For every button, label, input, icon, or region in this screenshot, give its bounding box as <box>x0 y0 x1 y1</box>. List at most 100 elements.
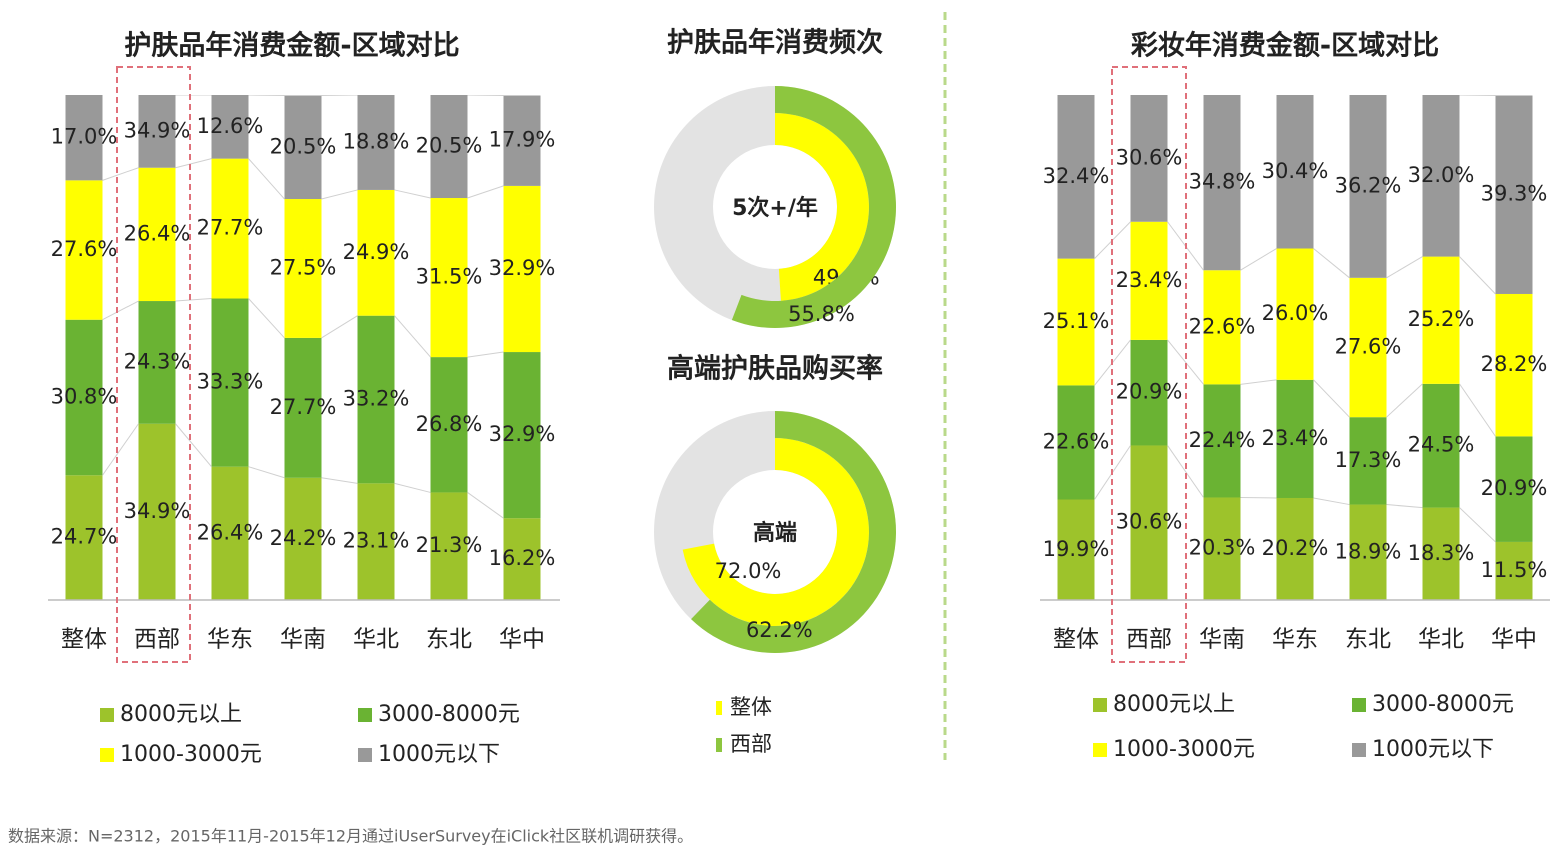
ring-arc <box>682 438 869 626</box>
value-label: 20.9% <box>1481 476 1548 500</box>
value-label: 26.8% <box>416 412 483 436</box>
value-label: 23.4% <box>1262 426 1329 450</box>
value-label: 30.6% <box>1116 510 1183 534</box>
bar-segment <box>1276 379 1314 498</box>
value-label: 39.3% <box>1481 182 1548 206</box>
connector <box>321 95 358 97</box>
bar-segment <box>65 319 103 476</box>
value-label: 22.6% <box>1043 429 1110 453</box>
bar-segment <box>1057 258 1095 386</box>
connector <box>1313 248 1350 279</box>
connector <box>467 95 504 97</box>
value-label: 17.3% <box>1335 448 1402 472</box>
connector <box>175 423 212 468</box>
value-label: 27.7% <box>197 216 264 240</box>
value-label: 24.9% <box>343 240 410 264</box>
ring-arc <box>775 113 869 301</box>
connector <box>248 298 285 339</box>
chart-title: 高端护肤品购买率 <box>667 353 883 385</box>
value-label: 31.5% <box>416 265 483 289</box>
value-label: 25.1% <box>1043 309 1110 333</box>
value-label: 18.8% <box>343 129 410 153</box>
highlight-box <box>1111 66 1187 663</box>
bar-segment <box>503 95 541 186</box>
connector <box>1459 95 1496 97</box>
chart-title: 彩妆年消费金额-区域对比 <box>1131 30 1439 62</box>
connector <box>1459 383 1496 437</box>
value-label: 20.9% <box>1116 380 1183 404</box>
bar-segment <box>284 477 322 600</box>
value-label: 20.3% <box>1189 536 1256 560</box>
connector <box>175 158 212 169</box>
bar-segment <box>1203 95 1241 271</box>
connector <box>1240 379 1277 385</box>
bar-segment <box>65 95 103 181</box>
x-tick-label: 华中 <box>1491 627 1537 653</box>
bar-segment <box>1203 270 1241 385</box>
connector <box>102 167 139 181</box>
value-label: 72.0% <box>715 559 782 583</box>
bar-segment <box>138 167 176 302</box>
bar-segment <box>284 337 322 478</box>
value-label: 34.8% <box>1189 170 1256 194</box>
legend-swatch <box>716 701 722 715</box>
legend-swatch <box>716 738 722 752</box>
value-label: 32.9% <box>489 256 556 280</box>
value-label: 32.0% <box>1408 163 1475 187</box>
value-label: 11.5% <box>1481 558 1548 582</box>
bar-segment <box>211 298 249 467</box>
ring-hole <box>713 470 837 594</box>
value-label: 23.4% <box>1116 268 1183 292</box>
center-label: 5次+/年 <box>732 195 818 221</box>
bar-segment <box>211 95 249 159</box>
connector <box>321 189 358 200</box>
connector <box>248 158 285 200</box>
bar-segment <box>1495 95 1533 294</box>
legend-label: 8000元以上 <box>120 702 242 727</box>
bar-segment <box>65 475 103 600</box>
value-label: 20.5% <box>416 134 483 158</box>
value-label: 28.2% <box>1481 352 1548 376</box>
legend-label: 1000元以下 <box>1372 737 1494 762</box>
value-label: 33.3% <box>197 370 264 394</box>
bar-segment <box>1057 95 1095 259</box>
value-label: 27.6% <box>51 237 118 261</box>
chart-title: 护肤品年消费金额-区域对比 <box>124 30 459 62</box>
connector <box>321 315 358 339</box>
x-tick-label: 华东 <box>1272 627 1318 653</box>
legend-label: 整体 <box>730 695 772 719</box>
x-tick-label: 西部 <box>1126 627 1172 653</box>
value-label: 18.9% <box>1335 539 1402 563</box>
chart-title: 护肤品年消费频次 <box>667 27 883 59</box>
legend-label: 3000-8000元 <box>1372 692 1514 717</box>
plot <box>1057 95 1533 600</box>
value-label: 21.3% <box>416 533 483 557</box>
bar-segment <box>138 301 176 424</box>
value-label: 30.4% <box>1262 159 1329 183</box>
x-tick-label: 华南 <box>280 627 326 653</box>
legend-label: 1000-3000元 <box>1113 737 1255 762</box>
value-label: 12.6% <box>197 114 264 138</box>
legend-label: 8000元以上 <box>1113 692 1235 717</box>
value-label: 18.3% <box>1408 541 1475 565</box>
bar-segment <box>1057 385 1095 500</box>
x-tick-label: 华北 <box>353 627 399 653</box>
value-label: 17.9% <box>489 128 556 152</box>
connector <box>467 185 504 199</box>
source-note: 数据来源：N=2312，2015年11月-2015年12月通过iUserSurv… <box>8 827 693 846</box>
bar-segment <box>65 180 103 320</box>
bar-segment <box>1130 339 1168 446</box>
value-label: 16.2% <box>489 546 556 570</box>
bar-segment <box>1422 95 1460 257</box>
bar-segment <box>430 357 468 493</box>
connector <box>394 315 431 358</box>
value-label: 17.0% <box>51 125 118 149</box>
value-label: 20.2% <box>1262 536 1329 560</box>
bar-segment <box>357 483 395 600</box>
legend-swatch <box>1352 743 1366 757</box>
x-tick-label: 整体 <box>61 627 107 653</box>
legend-swatch <box>358 748 372 762</box>
value-label: 24.2% <box>270 526 337 550</box>
ring-hole <box>713 145 837 269</box>
legend-label: 1000元以下 <box>378 742 500 767</box>
